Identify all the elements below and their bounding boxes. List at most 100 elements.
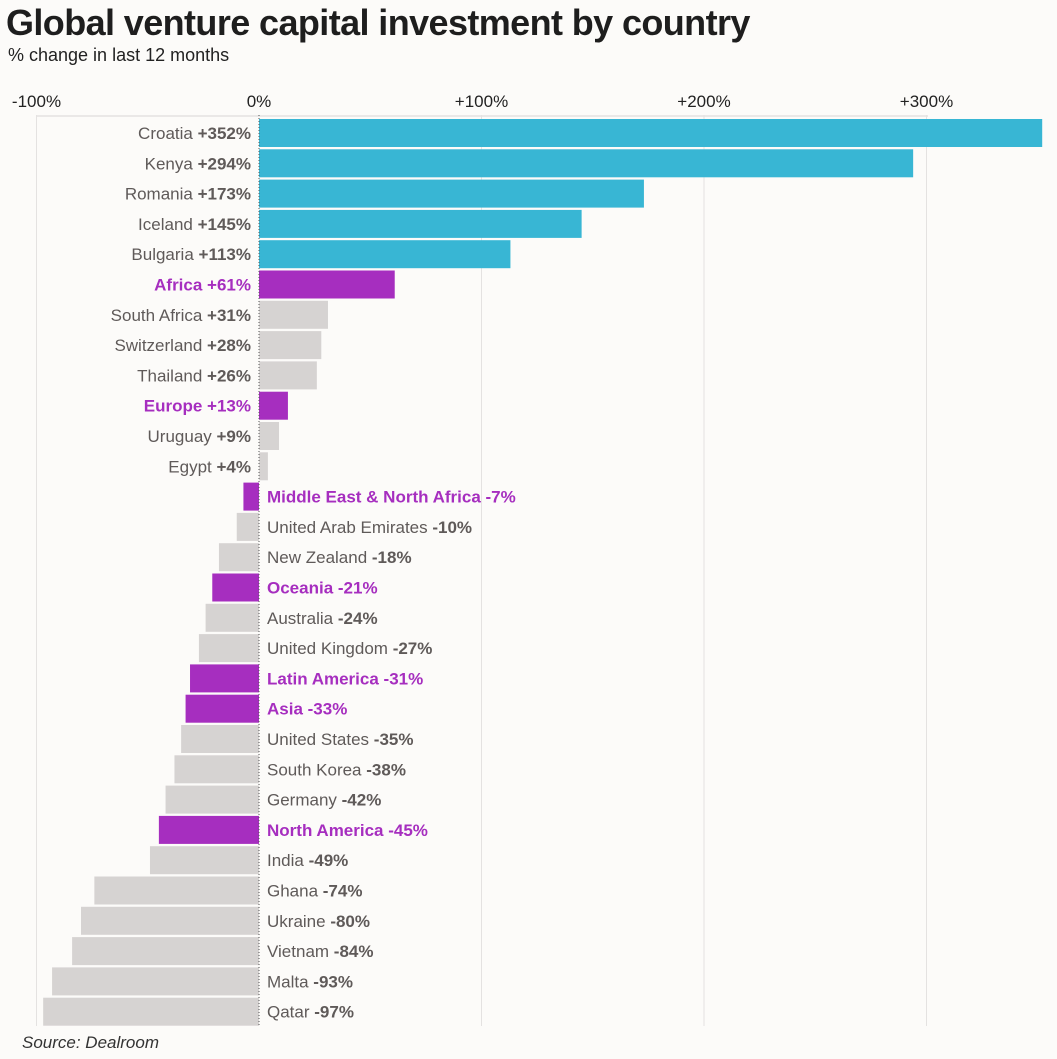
bar-label-value: -93% <box>313 972 353 991</box>
bar-label-latin-america: Latin America -31% <box>267 669 423 688</box>
bar-ghana <box>94 876 259 905</box>
bar-malta <box>52 967 260 996</box>
bar-label-value: -97% <box>314 1003 354 1022</box>
bar-egypt <box>259 452 268 481</box>
x-tick-label: +300% <box>900 92 953 111</box>
bar-label-name: Croatia <box>138 124 198 143</box>
bar-label-value: +4% <box>217 457 252 476</box>
x-tick-label: -100% <box>12 92 61 111</box>
bar-oceania <box>212 573 259 602</box>
bar-label-name: Bulgaria <box>131 245 198 264</box>
bar-label-south-africa: South Africa +31% <box>111 306 251 325</box>
bar-label-name: New Zealand <box>267 548 372 567</box>
bar-united-arab-emirates <box>236 512 259 541</box>
bar-united-kingdom <box>198 634 259 663</box>
chart-source: Source: Dealroom <box>22 1033 160 1052</box>
bar-label-germany: Germany -42% <box>267 791 381 810</box>
bar-label-value: -33% <box>308 700 348 719</box>
bar-label-oceania: Oceania -21% <box>267 579 378 598</box>
bar-croatia <box>259 119 1043 147</box>
chart-title: Global venture capital investment by cou… <box>6 2 750 43</box>
bar-qatar <box>43 997 259 1026</box>
bar-label-name: Thailand <box>137 366 207 385</box>
bar-label-north-america: North America -45% <box>267 821 428 840</box>
bar-ukraine <box>81 906 259 935</box>
bar-label-value: -49% <box>309 851 349 870</box>
bar-label-qatar: Qatar -97% <box>267 1003 354 1022</box>
bar-label-value: -7% <box>486 488 516 507</box>
bar-label-united-arab-emirates: United Arab Emirates -10% <box>267 518 472 537</box>
bar-label-value: -10% <box>432 518 472 537</box>
bar-label-value: +13% <box>207 397 251 416</box>
bar-label-name: Ghana <box>267 882 323 901</box>
bar-north-america <box>158 815 259 844</box>
bar-label-south-korea: South Korea -38% <box>267 760 406 779</box>
bar-label-name: Latin America <box>267 669 384 688</box>
bar-label-value: +173% <box>198 185 251 204</box>
bar-label-value: -42% <box>342 791 382 810</box>
bar-label-value: +145% <box>198 215 251 234</box>
bar-label-ukraine: Ukraine -80% <box>267 912 370 931</box>
bar-label-name: Middle East & North Africa <box>267 488 486 507</box>
bar-label-bulgaria: Bulgaria +113% <box>131 245 251 264</box>
bar-germany <box>165 785 259 814</box>
bar-label-name: South Africa <box>111 306 207 325</box>
bar-new-zealand <box>218 543 259 572</box>
bar-label-name: Uruguay <box>148 427 217 446</box>
bar-label-value: -21% <box>338 579 378 598</box>
bar-label-name: North America <box>267 821 388 840</box>
bar-switzerland <box>259 331 322 360</box>
bar-label-name: Egypt <box>168 457 216 476</box>
bar-europe <box>259 391 288 420</box>
bar-label-ghana: Ghana -74% <box>267 882 362 901</box>
bar-label-value: -80% <box>330 912 370 931</box>
grid-lines <box>36 115 928 1026</box>
bar-thailand <box>259 361 317 390</box>
bar-label-europe: Europe +13% <box>144 397 251 416</box>
bar-label-romania: Romania +173% <box>125 185 251 204</box>
bar-label-name: India <box>267 851 309 870</box>
bar-label-name: South Korea <box>267 760 366 779</box>
bar-label-united-states: United States -35% <box>267 730 413 749</box>
bar-label-value: -35% <box>374 730 414 749</box>
bar-latin-america <box>190 664 259 693</box>
bar-label-value: +31% <box>207 306 251 325</box>
chart-subtitle: % change in last 12 months <box>8 45 230 65</box>
bar-uruguay <box>259 422 280 450</box>
bar-label-value: +9% <box>217 427 252 446</box>
bar-label-africa: Africa +61% <box>154 276 251 295</box>
bar-label-croatia: Croatia +352% <box>138 124 251 143</box>
bar-label-value: -45% <box>388 821 428 840</box>
bar-iceland <box>259 209 582 238</box>
bar-label-vietnam: Vietnam -84% <box>267 942 373 961</box>
bar-label-value: -27% <box>393 639 433 658</box>
x-tick-label: 0% <box>247 92 272 111</box>
bar-label-name: Romania <box>125 185 198 204</box>
bar-label-kenya: Kenya +294% <box>145 154 251 173</box>
x-tick-label: +200% <box>677 92 730 111</box>
bar-label-malta: Malta -93% <box>267 972 353 991</box>
bar-label-value: +28% <box>207 336 251 355</box>
bar-label-thailand: Thailand +26% <box>137 366 251 385</box>
bar-label-name: Germany <box>267 791 342 810</box>
bar-label-name: Africa <box>154 276 207 295</box>
bar-label-australia: Australia -24% <box>267 609 378 628</box>
bar-label-united-kingdom: United Kingdom -27% <box>267 639 432 658</box>
bar-label-iceland: Iceland +145% <box>138 215 251 234</box>
x-tick-label: +100% <box>455 92 508 111</box>
bar-label-value: -24% <box>338 609 378 628</box>
bar-romania <box>259 179 644 208</box>
bar-label-value: -31% <box>384 669 424 688</box>
bar-label-egypt: Egypt +4% <box>168 457 251 476</box>
bar-label-asia: Asia -33% <box>267 700 347 719</box>
bar-united-states <box>181 725 259 753</box>
bar-labels: Croatia +352%Kenya +294%Romania +173%Ice… <box>111 124 516 1022</box>
bar-label-name: Switzerland <box>114 336 207 355</box>
bar-label-value: -74% <box>323 882 363 901</box>
bar-south-korea <box>174 755 259 784</box>
bar-label-uruguay: Uruguay +9% <box>148 427 251 446</box>
bar-label-name: Iceland <box>138 215 198 234</box>
bar-label-name: Asia <box>267 700 308 719</box>
x-axis-ticks: -100% 0% +100% +200% +300% <box>12 92 953 111</box>
bar-label-value: +352% <box>198 124 251 143</box>
